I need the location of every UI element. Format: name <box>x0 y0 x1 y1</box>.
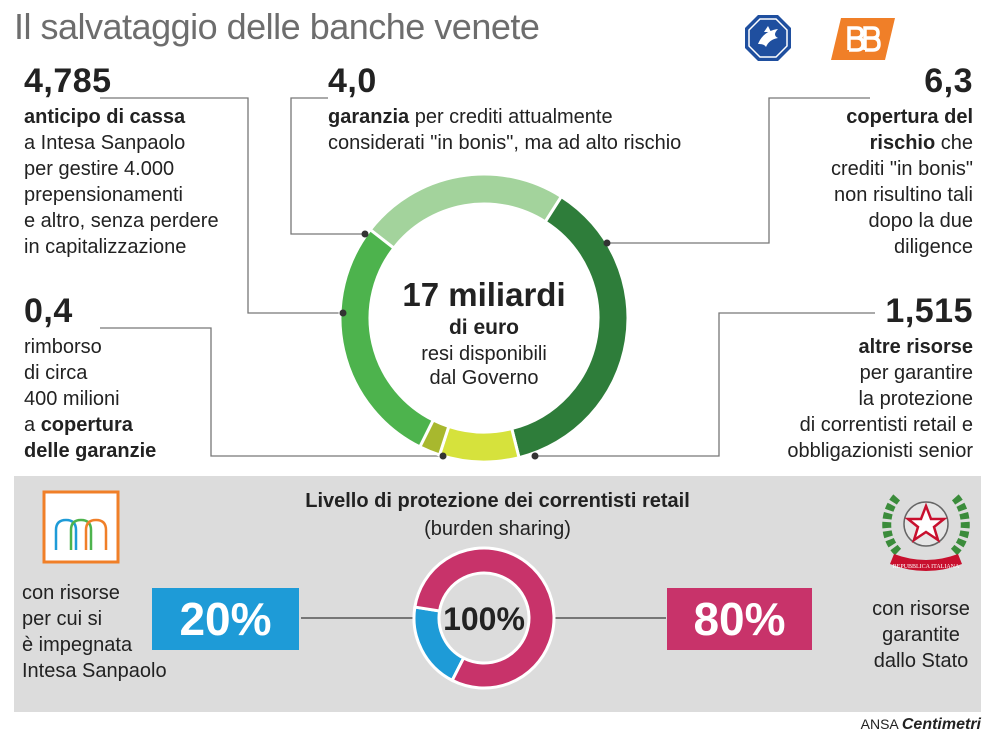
value-rimborso: 0,4 <box>24 292 73 330</box>
leader-lines <box>100 97 875 457</box>
leader-anticipo <box>100 97 343 314</box>
line-altre-3: la protezione <box>858 388 973 410</box>
line-copertura-6: diligence <box>894 236 973 258</box>
donut-leader-dots <box>339 230 611 460</box>
value-copertura: 6,3 <box>924 62 973 100</box>
credit-brand: Centimetri <box>901 716 981 733</box>
right-caption-3: dallo Stato <box>873 650 969 672</box>
left-caption-2: per cui si <box>22 608 103 630</box>
leader-rimborso <box>100 327 443 457</box>
leader-dot-5 <box>339 309 347 317</box>
left-caption: con risorse per cui si è impegnata Intes… <box>22 580 192 684</box>
repubblica-italiana-emblem: REPUBBLICA ITALIANA <box>876 482 976 582</box>
left-caption-1: con risorse <box>22 582 120 604</box>
intesa-sanpaolo-logo <box>42 490 120 564</box>
bold-copertura-1: copertura del <box>846 106 973 128</box>
burden-subtitle: (burden sharing) <box>424 518 571 540</box>
leader-dot-2 <box>603 239 611 247</box>
left-caption-4: Intesa Sanpaolo <box>22 660 167 682</box>
line-copertura-4: non risultino tali <box>834 184 973 206</box>
line-anticipo-1: a Intesa Sanpaolo <box>24 132 186 154</box>
right-caption: con risorse garantite dallo Stato <box>860 596 982 674</box>
donut-chart-burden-sharing <box>412 546 556 690</box>
desc-garanzia: garanzia per crediti attualmente conside… <box>328 104 728 156</box>
line-altre-5: obbligazionisti senior <box>787 440 973 462</box>
right-caption-2: garantite <box>882 624 960 646</box>
donut2-slice-2 <box>413 546 556 690</box>
popolare-vicenza-logo <box>829 16 897 62</box>
donut-center-label: 17 miliardi di euro resi disponibili dal… <box>374 276 594 390</box>
line-rimborso-3: 400 milioni <box>24 388 120 410</box>
value-garanzia: 4,0 <box>328 62 377 100</box>
leader-dot-4 <box>439 452 447 460</box>
desc-copertura: copertura del rischio che crediti "in bo… <box>753 104 973 260</box>
line-rimborso-1: rimborso <box>24 336 102 358</box>
credit-line: ANSA Centimetri <box>861 716 981 734</box>
desc-rimborso: rimborso di circa 400 milioni a copertur… <box>24 334 224 464</box>
line-rimborso-4a: a <box>24 414 41 436</box>
line-rimborso-2: di circa <box>24 362 88 384</box>
bold-rimborso-5: delle garanzie <box>24 440 157 462</box>
line-anticipo-4: e altro, senza perdere <box>24 210 219 232</box>
leader-garanzia <box>290 97 365 235</box>
desc-anticipo: anticipo di cassa a Intesa Sanpaolo per … <box>24 104 254 260</box>
leader-copertura <box>607 97 870 244</box>
credit-ansa: ANSA <box>860 716 898 732</box>
pct-label-intesa: 20% <box>179 593 272 645</box>
page-title: Il salvataggio delle banche venete <box>14 6 540 47</box>
burden-title: Livello di protezione dei correntisti re… <box>305 490 690 512</box>
value-altre: 1,515 <box>885 292 973 330</box>
line-copertura-5: dopo la due <box>868 210 973 232</box>
center-line4: dal Governo <box>429 367 539 389</box>
donut1-slice-3 <box>437 424 521 464</box>
line-anticipo-5: in capitalizzazione <box>24 236 187 258</box>
pct-box-stato: 80% <box>667 588 812 650</box>
leader-altre <box>535 312 875 457</box>
line-anticipo-3: prepensionamenti <box>24 184 183 206</box>
right-caption-1: con risorse <box>872 598 970 620</box>
donut1-slice-5 <box>338 227 436 449</box>
desc-altre: altre risorse per garantire la protezion… <box>733 334 973 464</box>
pct-label-stato: 80% <box>693 593 786 645</box>
donut1-slice-1 <box>368 172 564 251</box>
center-sub: di euro <box>448 316 519 339</box>
burden-center-label: 100% <box>443 601 525 637</box>
line-altre-4: di correntisti retail e <box>799 414 973 436</box>
bold-altre: altre risorse <box>858 336 973 358</box>
donut-chart-17-miliardi <box>338 172 630 464</box>
line-garanzia-1: per crediti attualmente <box>409 106 613 128</box>
line-copertura-3: crediti "in bonis" <box>830 158 973 180</box>
left-caption-3: è impegnata <box>22 634 133 656</box>
line-copertura-che: che <box>935 132 973 154</box>
burden-sharing-panel: Livello di protezione dei correntisti re… <box>14 476 981 712</box>
value-anticipo: 4,785 <box>24 62 112 100</box>
emblem-ribbon-text: REPUBBLICA ITALIANA <box>893 564 960 570</box>
pct-box-intesa: 20% <box>152 588 299 650</box>
line-altre-2: per garantire <box>859 362 973 384</box>
line-garanzia-2: considerati "in bonis", ma ad alto risch… <box>328 132 682 154</box>
bold-rimborso-4: copertura <box>40 414 133 436</box>
bold-anticipo: anticipo di cassa <box>24 106 186 128</box>
line-anticipo-2: per gestire 4.000 <box>24 158 175 180</box>
center-big: 17 miliardi <box>402 276 566 313</box>
bold-garanzia: garanzia <box>328 106 410 128</box>
veneto-banca-logo <box>744 14 792 62</box>
center-line3: resi disponibili <box>421 343 547 365</box>
bold-copertura-2: rischio <box>869 132 936 154</box>
burden-chart-svg: 100% <box>301 546 666 690</box>
leader-dot-3 <box>531 452 539 460</box>
leader-dot-1 <box>361 230 369 238</box>
